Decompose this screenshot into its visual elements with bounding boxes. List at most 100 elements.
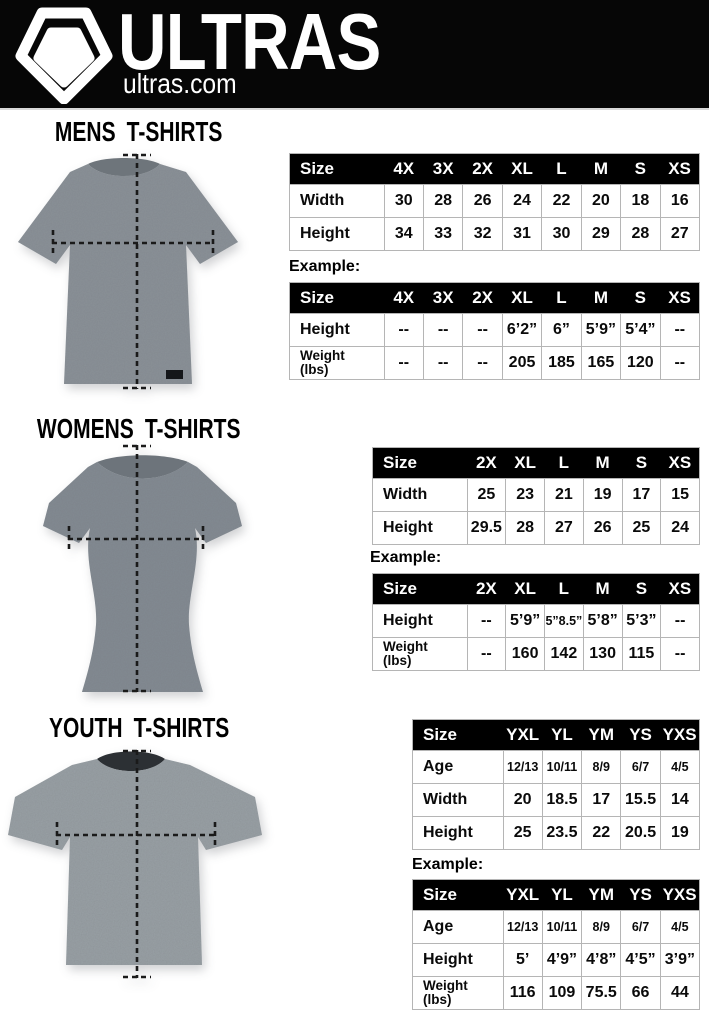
row-label: Age bbox=[412, 750, 504, 784]
youth-tshirt-image bbox=[8, 749, 262, 979]
column-header: Size bbox=[372, 573, 467, 605]
size-cell: 24 bbox=[501, 184, 543, 218]
size-cell: -- bbox=[383, 346, 424, 380]
size-cell: 130 bbox=[582, 637, 623, 671]
column-header: L bbox=[541, 282, 582, 314]
size-cell: 32 bbox=[462, 217, 503, 251]
row-label: Width bbox=[412, 783, 504, 817]
collar bbox=[88, 158, 160, 176]
size-cell: 12/13 bbox=[502, 750, 543, 784]
row-label: Height bbox=[372, 604, 468, 638]
column-header: 3X bbox=[423, 282, 463, 314]
size-cell: 4/5 bbox=[659, 910, 701, 944]
size-cell: 6’2” bbox=[501, 313, 543, 347]
table-row: Width 30 28 26 24 22 20 18 16 bbox=[289, 184, 701, 218]
row-label: Weight (lbs) bbox=[412, 976, 504, 1010]
column-header: YM bbox=[581, 879, 621, 911]
size-cell: 5’4” bbox=[620, 313, 661, 347]
size-cell: 28 bbox=[422, 184, 464, 218]
column-header: XL bbox=[505, 447, 545, 479]
column-header: M bbox=[583, 573, 622, 605]
collar bbox=[97, 751, 165, 771]
size-cell: -- bbox=[422, 346, 464, 380]
size-cell: 5’3” bbox=[621, 604, 662, 638]
size-cell: 26 bbox=[582, 511, 623, 545]
column-header: Size bbox=[289, 153, 384, 185]
size-cell: 25 bbox=[466, 478, 507, 512]
size-cell: 75.5 bbox=[581, 976, 622, 1010]
size-cell: 21 bbox=[544, 478, 584, 512]
column-header: YXL bbox=[503, 719, 543, 751]
womens-size-table: Size 2X XL L M S XS Width 25 23 21 19 17 15 Height 29.5… bbox=[372, 447, 700, 545]
size-cell: 33 bbox=[422, 217, 464, 251]
column-header: L bbox=[544, 573, 584, 605]
size-cell: 185 bbox=[541, 346, 582, 380]
size-cell: 14 bbox=[659, 783, 701, 817]
column-header: 2X bbox=[467, 447, 506, 479]
column-header: 4X bbox=[384, 282, 424, 314]
size-cell: 27 bbox=[544, 511, 584, 545]
row-label: Weight (lbs) bbox=[372, 637, 468, 671]
size-cell: 19 bbox=[582, 478, 623, 512]
size-cell: 5’8” bbox=[582, 604, 623, 638]
column-header: XS bbox=[660, 447, 700, 479]
row-label: Height bbox=[412, 943, 504, 977]
size-cell: 30 bbox=[541, 217, 582, 251]
size-cell: 18 bbox=[620, 184, 661, 218]
size-cell: 15.5 bbox=[620, 783, 661, 817]
size-cell: 109 bbox=[541, 976, 583, 1010]
section-title-youth: YOUTH T-SHIRTS bbox=[0, 712, 278, 744]
size-cell: 16 bbox=[659, 184, 701, 218]
collar bbox=[97, 455, 188, 479]
size-cell: 5’9” bbox=[580, 313, 622, 347]
row-label: Height bbox=[412, 816, 504, 850]
measurement-lines bbox=[55, 749, 217, 979]
size-cell: 205 bbox=[501, 346, 543, 380]
header-row: Size 4X 3X 2X XL L M S XS bbox=[289, 282, 700, 314]
header-row: Size 4X 3X 2X XL L M S XS bbox=[289, 153, 700, 185]
size-cell: 28 bbox=[620, 217, 661, 251]
womens-tshirt-image bbox=[43, 444, 242, 693]
size-cell: 10/11 bbox=[541, 750, 583, 784]
column-header: YS bbox=[620, 719, 661, 751]
size-cell: 23 bbox=[505, 478, 545, 512]
row-label: Height bbox=[289, 217, 385, 251]
column-header: Size bbox=[412, 719, 503, 751]
size-cell: 5”8.5” bbox=[544, 604, 584, 638]
column-header: 4X bbox=[384, 153, 424, 185]
table-row: Weight (lbs) -- -- -- 205 185 165 120 -- bbox=[289, 346, 701, 380]
column-header: XS bbox=[660, 573, 700, 605]
column-header: YL bbox=[542, 719, 582, 751]
size-cell: -- bbox=[659, 346, 701, 380]
column-header: Size bbox=[412, 879, 503, 911]
table-row: Weight (lbs) -- 160 142 130 115 -- bbox=[372, 637, 700, 671]
section-title-text: WOMENS T-SHIRTS bbox=[37, 413, 241, 444]
size-cell: 19 bbox=[659, 816, 701, 850]
size-cell: 4’5” bbox=[620, 943, 661, 977]
size-cell: 6/7 bbox=[620, 750, 661, 784]
size-cell: 66 bbox=[620, 976, 661, 1010]
table-row: Height 34 33 32 31 30 29 28 27 bbox=[289, 217, 701, 251]
section-title-mens: MENS T-SHIRTS bbox=[0, 116, 278, 148]
youth-example-table: Size YXL YL YM YS YXS Age 12/13 10/11 8/9 6/7 4/5 He… bbox=[412, 879, 701, 1010]
size-cell: 23.5 bbox=[541, 816, 583, 850]
pentagon-logo-icon bbox=[15, 7, 113, 104]
size-cell: -- bbox=[383, 313, 424, 347]
size-cell: 6” bbox=[541, 313, 582, 347]
size-cell: 20 bbox=[580, 184, 622, 218]
size-cell: 26 bbox=[462, 184, 503, 218]
brand-name: ULTRAS bbox=[118, 0, 381, 86]
size-cell: 120 bbox=[620, 346, 661, 380]
size-cell: 25 bbox=[621, 511, 662, 545]
row-label: Age bbox=[412, 910, 504, 944]
size-cell: 20 bbox=[502, 783, 543, 817]
size-cell: 27 bbox=[659, 217, 701, 251]
header-row: Size YXL YL YM YS YXS bbox=[412, 879, 700, 911]
column-header: M bbox=[581, 153, 621, 185]
row-label: Width bbox=[372, 478, 468, 512]
column-header: S bbox=[622, 573, 661, 605]
size-cell: 31 bbox=[501, 217, 543, 251]
size-cell: -- bbox=[659, 313, 701, 347]
youth-example-label: Example: bbox=[412, 856, 484, 873]
size-cell: 4/5 bbox=[659, 750, 701, 784]
